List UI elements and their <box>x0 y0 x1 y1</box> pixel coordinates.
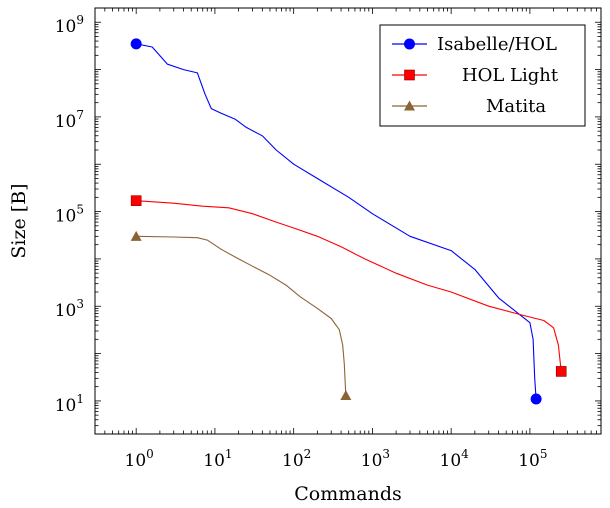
x-tick-label: 101 <box>203 447 232 471</box>
tick-label-base: 10 <box>55 17 77 37</box>
legend-label-hol-light: HOL Light <box>462 65 559 86</box>
legend-marker-square <box>404 69 415 81</box>
tick-label-exponent: 3 <box>76 297 84 311</box>
tick-label-exponent: 4 <box>461 447 469 461</box>
tick-label-exponent: 3 <box>382 447 390 461</box>
tick-label-base: 10 <box>55 112 77 132</box>
y-axis-title: Size [B] <box>8 183 30 258</box>
series-line-isabelle-hol <box>136 43 537 400</box>
x-tick-label: 100 <box>125 447 154 471</box>
tick-label-base: 10 <box>125 451 147 471</box>
y-tick-label: 101 <box>55 392 84 416</box>
tick-label-exponent: 0 <box>146 447 154 461</box>
legend-marker-triangle <box>404 100 415 111</box>
y-tick-label: 109 <box>55 13 84 37</box>
tick-label-exponent: 1 <box>225 447 233 461</box>
data-point-isabelle-hol-last <box>530 393 542 405</box>
legend-entry-matita: Matita <box>392 96 546 117</box>
y-tick-label: 107 <box>55 108 84 132</box>
tick-label-base: 10 <box>282 451 304 471</box>
data-point-matita-first <box>130 230 142 241</box>
legend: Isabelle/HOL HOL Light Matita <box>379 24 586 127</box>
tick-label-exponent: 1 <box>76 392 84 406</box>
legend-marker-circle <box>404 38 415 50</box>
x-tick-label: 105 <box>518 447 547 471</box>
data-point-isabelle-hol-first <box>130 38 142 50</box>
series-line-hol-light <box>136 200 562 372</box>
x-tick-label: 102 <box>282 447 311 471</box>
tick-label-exponent: 5 <box>540 447 548 461</box>
series-line-matita <box>136 235 347 396</box>
tick-label-exponent: 9 <box>76 13 84 27</box>
tick-label-base: 10 <box>55 207 77 227</box>
tick-label-base: 10 <box>518 451 540 471</box>
tick-label-base: 10 <box>55 396 77 416</box>
tick-label-exponent: 7 <box>76 108 84 122</box>
tick-label-exponent: 2 <box>304 447 312 461</box>
legend-label-isabelle-hol: Isabelle/HOL <box>437 34 557 55</box>
data-point-matita-last <box>340 390 352 401</box>
legend-label-matita: Matita <box>486 96 546 117</box>
y-tick-label: 105 <box>55 203 84 227</box>
tick-label-base: 10 <box>55 301 77 321</box>
x-axis-title: Commands <box>294 483 402 505</box>
data-point-hol-light-first <box>130 195 142 206</box>
x-tick-label: 104 <box>440 447 470 471</box>
plot-frame <box>94 7 602 435</box>
legend-entry-hol-light: HOL Light <box>392 65 559 86</box>
tick-label-exponent: 5 <box>76 203 84 217</box>
tick-label-base: 10 <box>440 451 462 471</box>
tick-label-base: 10 <box>361 451 383 471</box>
x-tick-label: 103 <box>361 447 390 471</box>
data-point-hol-light-last <box>555 366 567 377</box>
tick-label-base: 10 <box>203 451 225 471</box>
legend-entry-isabelle-hol: Isabelle/HOL <box>392 34 557 55</box>
y-tick-label: 103 <box>55 297 84 321</box>
